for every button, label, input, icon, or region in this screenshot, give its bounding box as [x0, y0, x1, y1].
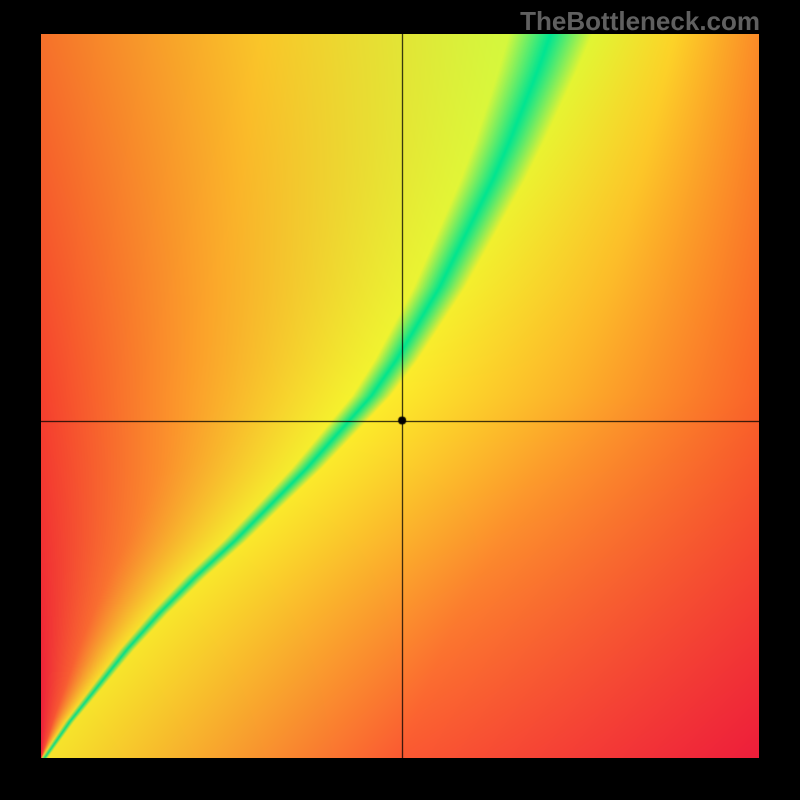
watermark-text: TheBottleneck.com — [520, 6, 760, 37]
bottleneck-heatmap — [41, 34, 759, 758]
